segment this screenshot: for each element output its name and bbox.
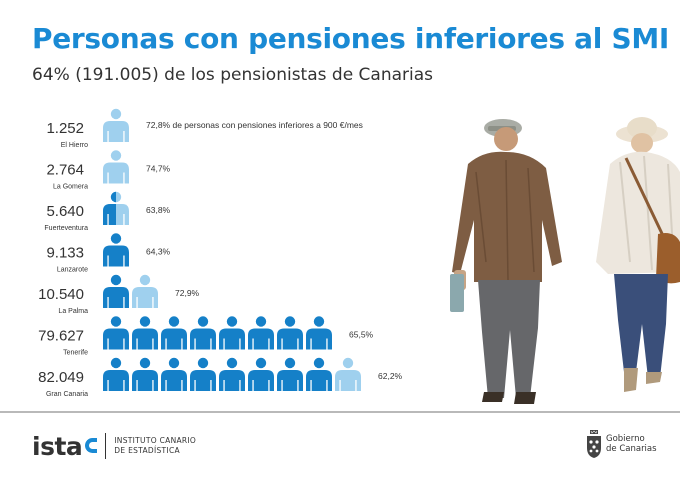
person-icon	[277, 357, 303, 391]
percent-label: 63,8%	[146, 205, 171, 215]
man-figure	[450, 119, 562, 404]
person-icon	[132, 274, 158, 308]
person-icon	[190, 357, 216, 391]
category-label: La Gomera	[53, 184, 88, 191]
person-icon	[103, 191, 129, 225]
percent-label: 72,8% de personas con pensiones inferior…	[146, 120, 363, 130]
istac-logo: ista INSTITUTO CANARIO DE ESTADÍSTICA	[32, 430, 196, 462]
person-icon	[306, 316, 332, 350]
person-icon	[103, 357, 129, 391]
value-label: 10.540	[38, 286, 84, 303]
person-icon	[103, 233, 129, 267]
percent-label: 74,7%	[146, 164, 171, 174]
pictogram-chart: 1.252 El Hierro 72,8% de personas con pens…	[38, 108, 403, 398]
page-subtitle: 64% (191.005) de los pensionistas de Can…	[32, 65, 434, 85]
person-icon	[132, 316, 158, 350]
gobierno-logo-text: Gobierno de Canarias	[606, 434, 657, 454]
person-icon	[219, 316, 245, 350]
istac-line-2: DE ESTADÍSTICA	[114, 446, 180, 455]
value-label: 2.764	[46, 162, 84, 179]
person-icon	[190, 316, 216, 350]
value-label: 5.640	[46, 203, 84, 220]
logo-separator	[105, 433, 107, 459]
person-icon	[161, 357, 187, 391]
person-icon	[335, 357, 361, 391]
person-icon	[248, 357, 274, 391]
person-icon	[103, 108, 129, 142]
istac-logo-text: INSTITUTO CANARIO DE ESTADÍSTICA	[114, 436, 196, 456]
istac-logo-prefix: ista	[32, 431, 83, 461]
woman-figure	[596, 117, 680, 392]
istac-c-icon	[83, 436, 98, 456]
person-icon	[161, 316, 187, 350]
page-title: Personas con pensiones inferiores al SMI	[32, 22, 670, 55]
person-icon	[219, 357, 245, 391]
category-label: Gran Canaria	[46, 391, 88, 398]
person-icon	[132, 357, 158, 391]
gobierno-logo: Gobierno de Canarias	[586, 430, 657, 458]
gobierno-line-2: de Canarias	[606, 444, 657, 454]
person-icon	[103, 316, 129, 350]
person-icon	[277, 316, 303, 350]
person-icon	[103, 274, 129, 308]
percent-label: 65,5%	[349, 330, 374, 340]
person-icon	[306, 357, 332, 391]
category-label: Lanzarote	[57, 267, 88, 274]
person-icon	[103, 150, 129, 184]
value-label: 82.049	[38, 369, 84, 386]
istac-line-1: INSTITUTO CANARIO	[114, 436, 197, 445]
gobierno-line-1: Gobierno	[606, 434, 645, 444]
percent-label: 62,2%	[378, 371, 403, 381]
percent-label: 72,9%	[175, 288, 200, 298]
value-label: 9.133	[46, 245, 84, 262]
istac-logo-wordmark: ista	[32, 431, 98, 461]
coat-of-arms-icon	[587, 430, 601, 458]
value-label: 79.627	[38, 328, 84, 345]
category-label: Fuerteventura	[44, 225, 88, 232]
category-label: El Hierro	[61, 142, 88, 149]
percent-label: 64,3%	[146, 247, 171, 257]
footer-divider	[0, 411, 680, 413]
category-label: Tenerife	[63, 350, 88, 357]
category-label: La Palma	[58, 308, 88, 315]
elderly-couple-walking-photo	[450, 117, 680, 404]
value-label: 1.252	[46, 120, 84, 137]
person-icon	[248, 316, 274, 350]
